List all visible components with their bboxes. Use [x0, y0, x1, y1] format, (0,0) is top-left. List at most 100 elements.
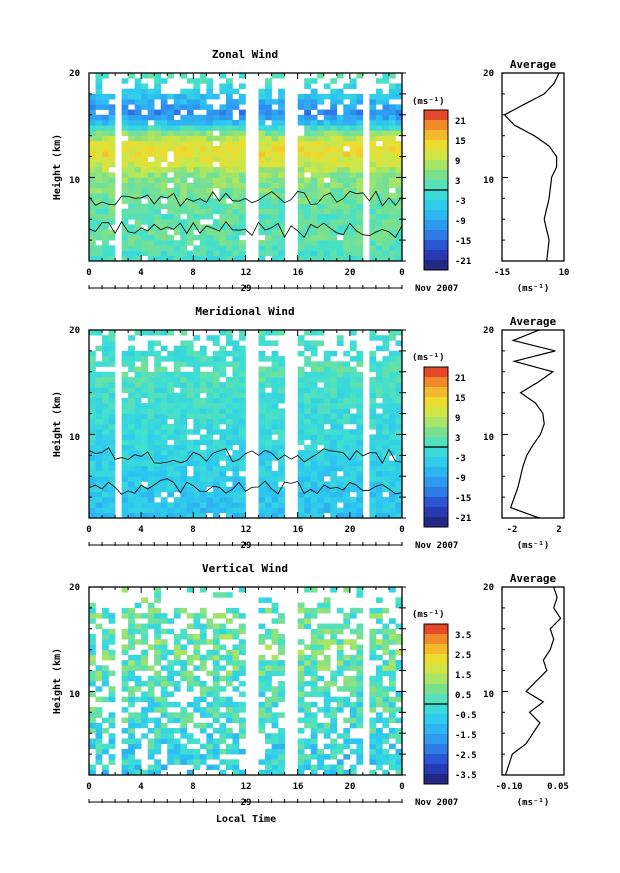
heatmap-cell: [271, 255, 279, 262]
heatmap-cell: [102, 187, 109, 194]
heatmap-cell: [108, 208, 116, 215]
heatmap-cell: [128, 377, 135, 383]
heatmap-cell: [180, 73, 188, 79]
colorbar-segment: [424, 457, 448, 468]
heatmap-cell: [343, 382, 351, 388]
heatmap-cell: [160, 424, 168, 430]
heatmap-cell: [180, 743, 188, 750]
heatmap-cell: [330, 408, 338, 414]
heatmap-cell: [343, 156, 351, 163]
heatmap-cell: [278, 135, 285, 142]
heatmap-cell: [108, 93, 116, 100]
heatmap-cell: [395, 250, 403, 257]
colorbar-segment: [424, 654, 448, 665]
heatmap-cell: [369, 234, 377, 241]
heatmap-cell: [160, 628, 168, 635]
heatmap-cell: [186, 486, 194, 493]
heatmap-cell: [330, 403, 338, 409]
heatmap-cell: [271, 167, 279, 173]
heatmap-cell: [375, 743, 383, 750]
heatmap-cell: [121, 114, 129, 121]
heatmap-cell: [225, 151, 233, 157]
heatmap-cell: [134, 219, 142, 225]
heatmap-cell: [382, 717, 390, 724]
heatmap-cell: [89, 418, 96, 425]
heatmap-cell: [89, 738, 96, 744]
heatmap-cell: [238, 460, 246, 467]
heatmap-cell: [212, 712, 220, 718]
heatmap-cell: [121, 670, 129, 677]
heatmap-cell: [278, 418, 285, 425]
heatmap-cell: [147, 460, 155, 467]
heatmap-cell: [336, 481, 344, 487]
heatmap-cell: [323, 229, 331, 236]
heatmap-cell: [238, 99, 246, 105]
heatmap-cell: [304, 345, 312, 352]
heatmap-cell: [219, 722, 227, 729]
heatmap-cell: [356, 382, 364, 388]
heatmap-cell: [232, 245, 240, 251]
heatmap-cell: [258, 114, 266, 121]
colorbar-segment: [424, 150, 448, 161]
heatmap-cell: [193, 88, 201, 95]
heatmap-cell: [336, 140, 344, 147]
heatmap-cell: [388, 712, 396, 718]
heatmap-cell: [317, 644, 325, 650]
heatmap-cell: [317, 99, 325, 105]
heatmap-cell: [154, 738, 162, 744]
heatmap-cell: [154, 83, 162, 89]
heatmap-cell: [265, 754, 272, 760]
heatmap-cell: [238, 135, 246, 142]
heatmap-cell: [310, 722, 318, 729]
heatmap-cell: [186, 686, 194, 692]
heatmap-cell: [382, 135, 390, 142]
heatmap-cell: [180, 187, 188, 194]
heatmap-cell: [180, 450, 188, 456]
heatmap-cell: [369, 634, 377, 640]
heatmap-cell: [375, 392, 383, 399]
heatmap-cell: [356, 214, 364, 220]
panel-meridional-wind: Meridional Wind 20 10 Height (km) 0 4 8 …: [51, 305, 565, 551]
heatmap-cell: [323, 130, 331, 136]
heatmap-cell: [199, 208, 207, 215]
heatmap-cell: [388, 203, 396, 210]
heatmap-cell: [369, 140, 377, 147]
heatmap-cell: [356, 712, 364, 718]
heatmap-cell: [134, 424, 142, 430]
heatmap-cell: [128, 408, 135, 414]
heatmap-cell: [160, 460, 168, 467]
heatmap-cell: [356, 224, 364, 230]
heatmap-cell: [173, 429, 181, 435]
heatmap-cell: [356, 408, 364, 414]
heatmap-cell: [271, 387, 279, 393]
heatmap-cell: [102, 167, 109, 173]
heatmap-cell: [336, 245, 344, 251]
heatmap-cell: [238, 73, 246, 79]
heatmap-cell: [395, 156, 403, 163]
heatmap-cell: [108, 733, 116, 739]
heatmap-cell: [108, 245, 116, 251]
heatmap-cell: [199, 167, 207, 173]
heatmap-cell: [238, 219, 246, 225]
heatmap-cell: [180, 151, 188, 157]
heatmap-cell: [232, 654, 240, 661]
heatmap-cell: [219, 83, 227, 89]
heatmap-cell: [258, 717, 266, 724]
heatmap-cell: [219, 130, 227, 136]
heatmap-cell: [310, 224, 318, 230]
heatmap-cell: [89, 397, 96, 404]
heatmap-cell: [382, 476, 390, 482]
heatmap-cell: [356, 691, 364, 697]
heatmap-cell: [330, 455, 338, 461]
heatmap-cell: [95, 203, 103, 210]
heatmap-cell: [167, 701, 175, 708]
heatmap-cell: [121, 78, 129, 84]
heatmap-cell: [375, 465, 383, 472]
heatmap-cell: [193, 146, 201, 152]
colorbar-tick: 15: [455, 137, 466, 147]
heatmap-cell: [349, 675, 357, 682]
heatmap-cell: [388, 182, 396, 189]
heatmap-cell: [147, 413, 155, 420]
heatmap-cell: [336, 198, 344, 204]
heatmap-cell: [323, 156, 331, 163]
